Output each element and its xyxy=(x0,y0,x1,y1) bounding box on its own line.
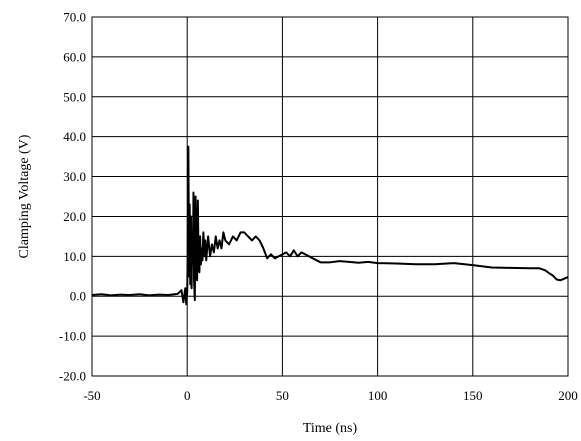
y-axis-label: Clamping Voltage (V) xyxy=(17,134,32,258)
x-tick-label: 100 xyxy=(368,388,388,403)
y-tick-label: 70.0 xyxy=(63,10,86,25)
x-tick-label: 50 xyxy=(276,388,289,403)
y-tick-label: 60.0 xyxy=(63,49,86,64)
x-tick-label: 150 xyxy=(463,388,483,403)
y-tick-label: 0.0 xyxy=(70,289,86,304)
grid xyxy=(91,16,569,377)
y-tick-label: -10.0 xyxy=(59,329,86,344)
y-tick-label: 40.0 xyxy=(63,129,86,144)
y-tick-label: 10.0 xyxy=(63,249,86,264)
x-tick-label: 0 xyxy=(184,388,191,403)
x-axis-tick-labels: -50 0 50 100 150 200 xyxy=(83,388,577,403)
y-tick-label: 20.0 xyxy=(63,209,86,224)
x-axis-label: Time (ns) xyxy=(303,421,358,436)
y-tick-label: -20.0 xyxy=(59,369,86,384)
x-tick-label: -50 xyxy=(83,388,100,403)
y-tick-label: 50.0 xyxy=(63,89,86,104)
y-tick-label: 30.0 xyxy=(63,169,86,184)
series-line xyxy=(91,145,569,306)
x-tick-label: 200 xyxy=(558,388,578,403)
y-axis-tick-labels: -20.0 -10.0 0.0 10.0 20.0 30.0 40.0 50.0 60.0 70.… xyxy=(59,10,86,384)
plot-frame xyxy=(91,16,569,377)
